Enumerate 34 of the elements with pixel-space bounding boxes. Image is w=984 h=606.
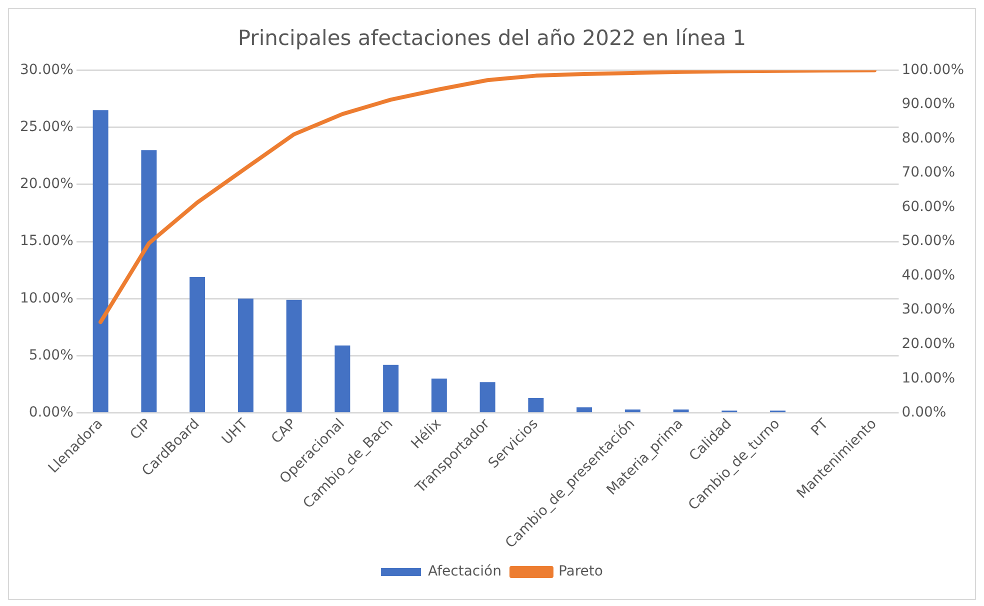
bar — [92, 110, 108, 412]
y2-tick-label: 90.00% — [902, 96, 956, 112]
bar — [286, 300, 302, 412]
y-tick-label: 15.00% — [20, 233, 74, 250]
y2-tick-label: 70.00% — [902, 164, 956, 181]
y-tick-label: 0.00% — [28, 404, 74, 421]
bar — [141, 150, 157, 412]
chart-title: Principales afectaciones del año 2022 en línea 1 — [238, 26, 746, 50]
y2-tick-label: 0.00% — [902, 404, 946, 421]
y-tick-label: 5.00% — [28, 347, 74, 364]
bar — [576, 407, 592, 412]
y2-tick-label: 60.00% — [902, 198, 956, 215]
bar — [334, 346, 350, 412]
bar — [624, 409, 640, 412]
bar — [673, 409, 689, 412]
y-tick-label: 20.00% — [20, 176, 74, 192]
y-tick-label: 25.00% — [20, 118, 74, 135]
y-tick-label: 30.00% — [20, 62, 74, 78]
y2-tick-label: 10.00% — [902, 370, 956, 386]
bar — [431, 378, 447, 412]
y2-tick-label: 50.00% — [902, 233, 956, 250]
y2-tick-label: 100.00% — [902, 62, 964, 78]
y2-tick-label: 80.00% — [902, 130, 956, 146]
y-tick-label: 10.00% — [20, 290, 74, 306]
y2-tick-label: 40.00% — [902, 267, 956, 284]
bar — [238, 298, 254, 412]
bar — [383, 364, 399, 412]
bar — [190, 276, 206, 412]
bar — [480, 382, 496, 412]
y2-tick-label: 20.00% — [902, 336, 956, 352]
legend-label: Pareto — [558, 564, 603, 580]
legend-label: Afectación — [428, 564, 502, 580]
y2-tick-label: 30.00% — [902, 302, 956, 318]
bar — [528, 398, 544, 412]
